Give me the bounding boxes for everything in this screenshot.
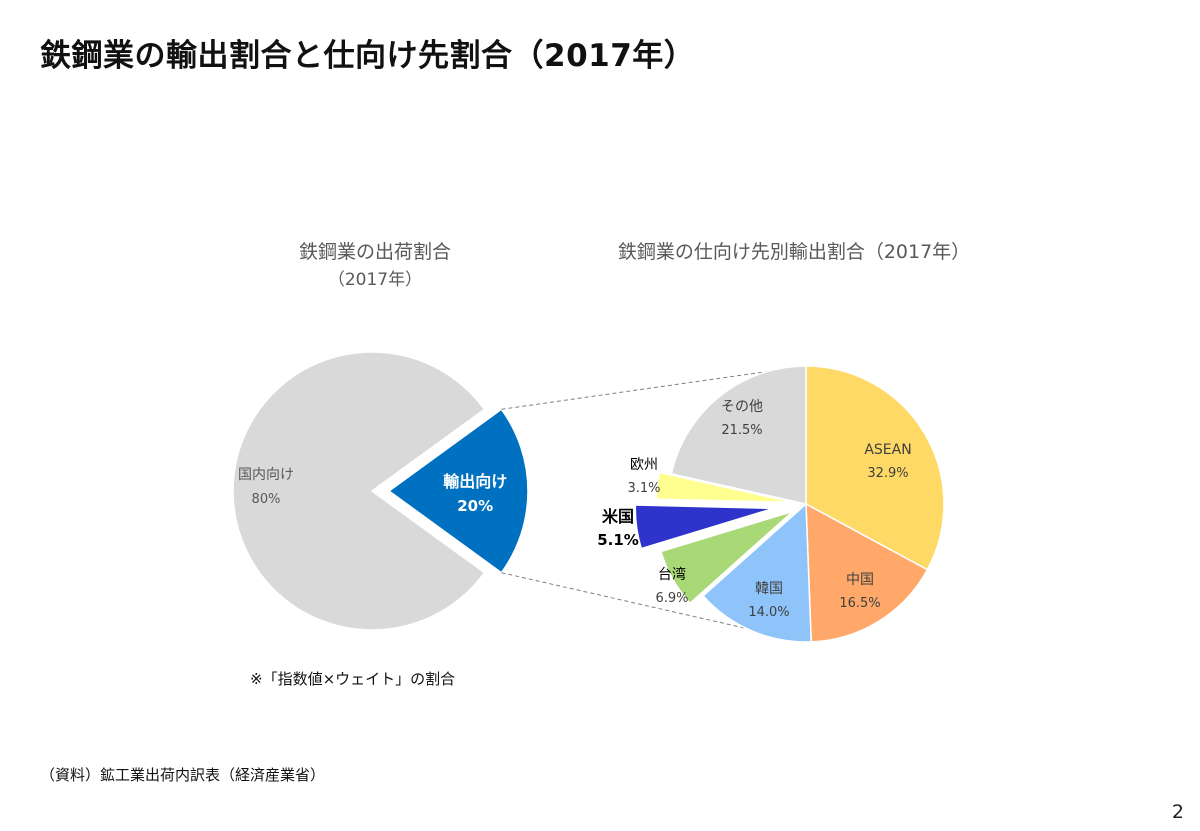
right-pie-label-slice-6: その他 — [721, 399, 763, 415]
connector-line-top — [501, 365, 807, 410]
left-chart-subtitle: （2017年） — [327, 270, 423, 290]
right-pie-slice-slice-3 — [659, 510, 794, 605]
right-pie-value-slice-1: 16.5% — [839, 596, 880, 611]
left-pie-slice-export — [387, 408, 529, 574]
right-pie-slice-slice-1 — [805, 502, 929, 643]
left-chart-title: 鉄鋼業の出荷割合 — [298, 241, 451, 263]
footnote: ※「指数値×ウェイト」の割合 — [250, 670, 456, 688]
right-pie-value-slice-4: 5.1% — [597, 531, 639, 549]
right-pie-slice-slice-4 — [634, 504, 774, 550]
right-pie-label-asean: ASEAN — [864, 442, 911, 458]
left-pie-slice-domestic — [232, 351, 486, 631]
right-pie-slice-asean — [805, 365, 945, 571]
right-pie-value-asean: 32.9% — [867, 466, 908, 481]
left-pie-chart: 国内向け 80% 輸出向け 20% — [232, 351, 529, 631]
right-pie-label-slice-1: 中国 — [846, 572, 874, 588]
right-pie-value-slice-5: 3.1% — [627, 481, 660, 496]
right-pie-slice-slice-5 — [655, 471, 795, 504]
right-pie-value-slice-3: 6.9% — [655, 591, 688, 606]
right-pie-slice-slice-2 — [702, 502, 812, 643]
left-pie-value-label: 80% — [252, 492, 281, 507]
right-pie-label-slice-5: 欧州 — [630, 457, 658, 473]
right-pie-value-slice-6: 21.5% — [721, 423, 762, 438]
right-pie-label-slice-3: 台湾 — [658, 566, 686, 583]
slide-title: 鉄鋼業の輸出割合と仕向け先割合（2017年） — [40, 38, 696, 74]
left-pie-value-label: 20% — [457, 497, 493, 515]
left-pie-label: 輸出向け — [443, 472, 507, 491]
right-pie-label-slice-2: 韓国 — [755, 581, 783, 597]
right-pie-label-slice-4: 米国 — [602, 507, 634, 526]
right-pie-chart: ASEAN 32.9% 中国 16.5% 韓国 14.0% 台湾 6.9% 米国 5.1% 欧州 3.… — [597, 365, 945, 643]
page-number: 2 — [1171, 801, 1184, 823]
left-pie-label: 国内向け — [238, 467, 294, 483]
source-note: （資料）鉱工業出荷内訳表（経済産業省） — [40, 766, 326, 784]
right-pie-value-slice-2: 14.0% — [748, 605, 789, 620]
right-pie-slice-slice-6 — [670, 365, 807, 505]
right-chart-title: 鉄鋼業の仕向け先別輸出割合（2017年） — [617, 241, 971, 263]
